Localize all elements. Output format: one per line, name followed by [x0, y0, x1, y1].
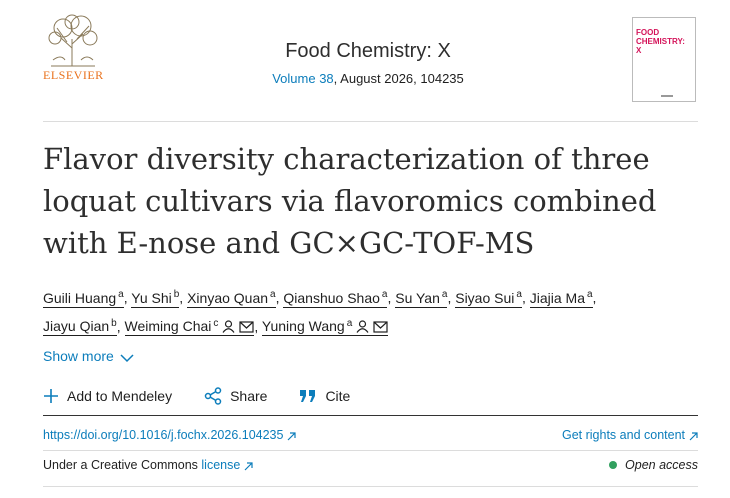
external-icon [244, 462, 253, 471]
author[interactable]: Siyao Sui a [455, 289, 522, 308]
author[interactable]: Weiming Chai c [124, 317, 255, 337]
mail-icon [239, 321, 254, 333]
person-icon [356, 320, 369, 334]
show-more[interactable]: Show more [43, 348, 134, 364]
separator: , [179, 289, 184, 306]
license-link[interactable]: license [201, 458, 241, 472]
affiliation: a [118, 289, 124, 300]
journal-cover[interactable]: FOOD CHEMISTRY: X [632, 17, 696, 102]
author[interactable]: Qianshuo Shao a [283, 289, 388, 308]
separator: , [254, 318, 259, 335]
affiliation: a [346, 317, 353, 329]
action-button[interactable]: Share [204, 387, 283, 405]
author-name: Weiming Chai [124, 318, 212, 335]
author-name: Siyao Sui [455, 289, 515, 306]
divider [43, 450, 698, 451]
rights-link[interactable]: Get rights and content [562, 428, 685, 442]
action-label: Cite [325, 388, 351, 404]
share-icon [204, 387, 222, 405]
author[interactable]: Yuning Wang a [261, 317, 389, 337]
author[interactable]: Guili Huang a [43, 289, 124, 308]
external-icon [689, 432, 698, 441]
cite-icon [300, 390, 316, 402]
affiliation: a [586, 289, 593, 300]
license-row: Under a Creative Commons license [43, 458, 253, 472]
author-name: Guili Huang [43, 289, 117, 306]
person-icon [222, 320, 235, 334]
separator: , [275, 289, 280, 306]
affiliation: a [381, 289, 388, 300]
cover-mark [661, 95, 673, 97]
author-name: Jiayu Qian [43, 318, 110, 335]
action-label: Share [230, 388, 268, 404]
author-list: Guili Huang a, Yu Shi b, Xinyao Quan a, Qia… [43, 282, 703, 339]
author-name: Xinyao Quan [187, 289, 269, 306]
author-name: Su Yan [395, 289, 440, 306]
action-label: Add to Mendeley [67, 388, 173, 404]
show-more-text: Show more [43, 348, 114, 364]
volume-link[interactable]: Volume 38 [272, 71, 334, 86]
affiliation: b [173, 289, 180, 300]
separator: , [387, 289, 392, 306]
affiliation: b [111, 317, 117, 329]
affiliation: a [270, 289, 276, 300]
author-name: Yuning Wang [261, 318, 345, 335]
divider [43, 415, 698, 416]
publisher-logo [48, 14, 98, 67]
rights-row: Get rights and content [562, 428, 698, 442]
author-name: Jiajia Ma [529, 289, 585, 306]
author[interactable]: Su Yan a [395, 289, 448, 308]
divider [43, 121, 698, 122]
author[interactable]: Xinyao Quan a [187, 289, 276, 308]
separator: , [447, 289, 452, 306]
author-name: Qianshuo Shao [283, 289, 380, 306]
cover-title: FOOD CHEMISTRY: X [636, 28, 685, 55]
mail-icon [373, 321, 388, 333]
author[interactable]: Yu Shi b [131, 289, 180, 308]
doi-link[interactable]: https://doi.org/10.1016/j.fochx.2026.104… [43, 428, 284, 442]
affiliation: c [213, 317, 219, 329]
separator: , [521, 289, 526, 306]
divider [43, 486, 698, 487]
open-access-dot [609, 461, 618, 469]
plus-icon [44, 389, 58, 403]
affiliation: a [441, 289, 448, 300]
author[interactable]: Jiayu Qian b [43, 317, 117, 337]
affiliation: a [516, 289, 522, 300]
separator: , [592, 289, 597, 306]
action-bar: Add to Mendeley Share Cite [43, 387, 382, 405]
author[interactable]: Jiajia Ma a [529, 289, 593, 308]
action-button[interactable]: Add to Mendeley [43, 388, 188, 404]
issue-line: Volume 38, August 2026, 104235 [220, 71, 516, 86]
access-text: Open access [625, 458, 698, 472]
external-icon [288, 432, 297, 441]
journal-title[interactable]: Food Chemistry: X [285, 40, 451, 62]
access-row: Open access [609, 458, 698, 472]
author-name: Yu Shi [131, 289, 172, 306]
article-title: Flavor diversity characterization of thr… [43, 142, 657, 260]
chevron-icon [120, 354, 134, 363]
license-prefix: Under a Creative Commons [43, 458, 198, 472]
publisher-name: ELSEVIER [43, 68, 104, 82]
separator: , [116, 318, 121, 335]
separator: , [123, 289, 128, 306]
action-button[interactable]: Cite [299, 388, 366, 404]
issue-info: , August 2026, 104235 [333, 71, 464, 86]
doi-row: https://doi.org/10.1016/j.fochx.2026.104… [43, 428, 297, 442]
